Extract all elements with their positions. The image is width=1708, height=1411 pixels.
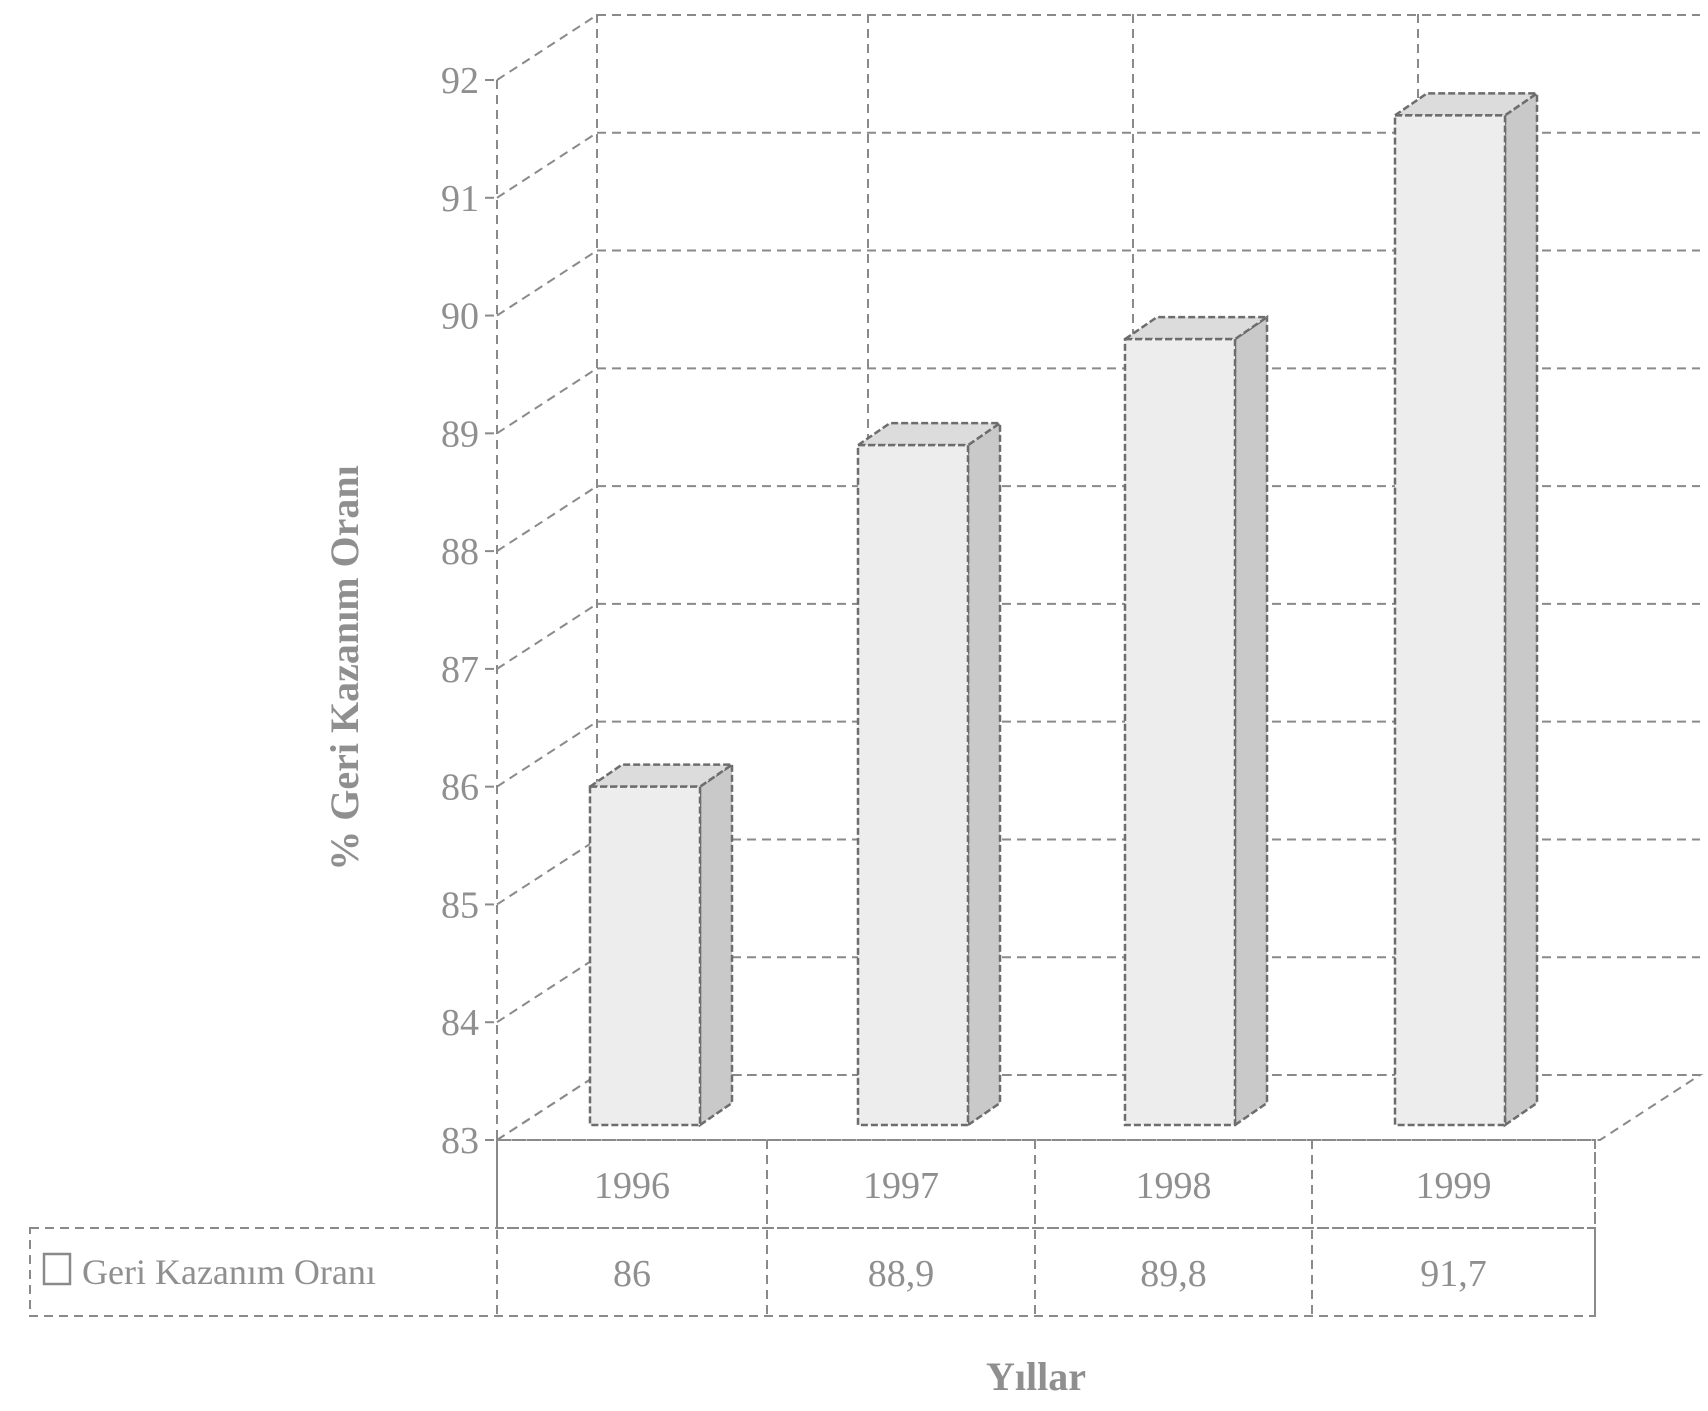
bar-front — [588, 785, 702, 1127]
bar-side — [698, 762, 734, 1128]
grid-diagonal — [496, 838, 598, 906]
bar-1998 — [1120, 314, 1272, 1128]
bar-front — [1393, 114, 1507, 1127]
data-value-label: 86 — [613, 1253, 651, 1295]
y-tick-label: 89 — [441, 413, 479, 455]
chart-floor — [493, 1074, 1704, 1141]
grid-diagonal — [496, 367, 598, 435]
x-category-label: 1998 — [1136, 1165, 1212, 1207]
y-tick-label: 90 — [441, 296, 479, 338]
bar-1997 — [853, 420, 1005, 1128]
bar-side — [1233, 314, 1269, 1128]
data-value-label: 89,8 — [1140, 1253, 1207, 1295]
bar-front — [856, 443, 970, 1127]
grid-diagonal — [496, 14, 598, 81]
bar-1996 — [585, 762, 737, 1128]
grid-diagonal — [496, 603, 598, 670]
y-tick-label: 86 — [441, 767, 479, 809]
data-value-label: 88,9 — [868, 1253, 935, 1295]
x-category-label: 1997 — [863, 1165, 939, 1207]
y-tick-label: 88 — [441, 531, 479, 573]
data-table: 1996 86 1997 88,9 1998 89,8 1999 91,7 Geri Kazan… — [29, 1139, 1596, 1317]
y-tick-label: 83 — [441, 1120, 479, 1162]
legend-swatch — [42, 1252, 72, 1286]
y-tick-label: 92 — [441, 60, 479, 102]
grid-diagonal — [496, 131, 598, 199]
y-tick-label: 87 — [441, 649, 479, 691]
bar-side — [1503, 90, 1539, 1128]
y-axis-title: % Geri Kazanım Oranı — [322, 465, 367, 871]
bar-1999 — [1390, 90, 1542, 1128]
grid-diagonal — [496, 485, 598, 552]
y-tick-label: 91 — [441, 178, 479, 220]
bar-series — [585, 90, 1542, 1128]
table-header-row — [496, 1139, 1596, 1229]
x-axis-title: Yıllar — [986, 1354, 1086, 1399]
legend-series-name: Geri Kazanım Oranı — [82, 1252, 376, 1292]
bar-front — [1123, 337, 1237, 1127]
grid-diagonal — [496, 720, 598, 788]
x-category-label: 1999 — [1416, 1165, 1492, 1207]
bar-side — [966, 420, 1002, 1128]
data-value-label: 91,7 — [1420, 1253, 1487, 1295]
grid-diagonal — [496, 956, 598, 1024]
y-tick-label: 85 — [441, 884, 479, 926]
x-category-label: 1996 — [594, 1165, 670, 1207]
grid-diagonal — [496, 249, 598, 317]
y-tick-label: 84 — [441, 1002, 479, 1044]
y-axis-ticks: 83 84 85 86 87 88 89 90 91 92 — [441, 60, 479, 1162]
